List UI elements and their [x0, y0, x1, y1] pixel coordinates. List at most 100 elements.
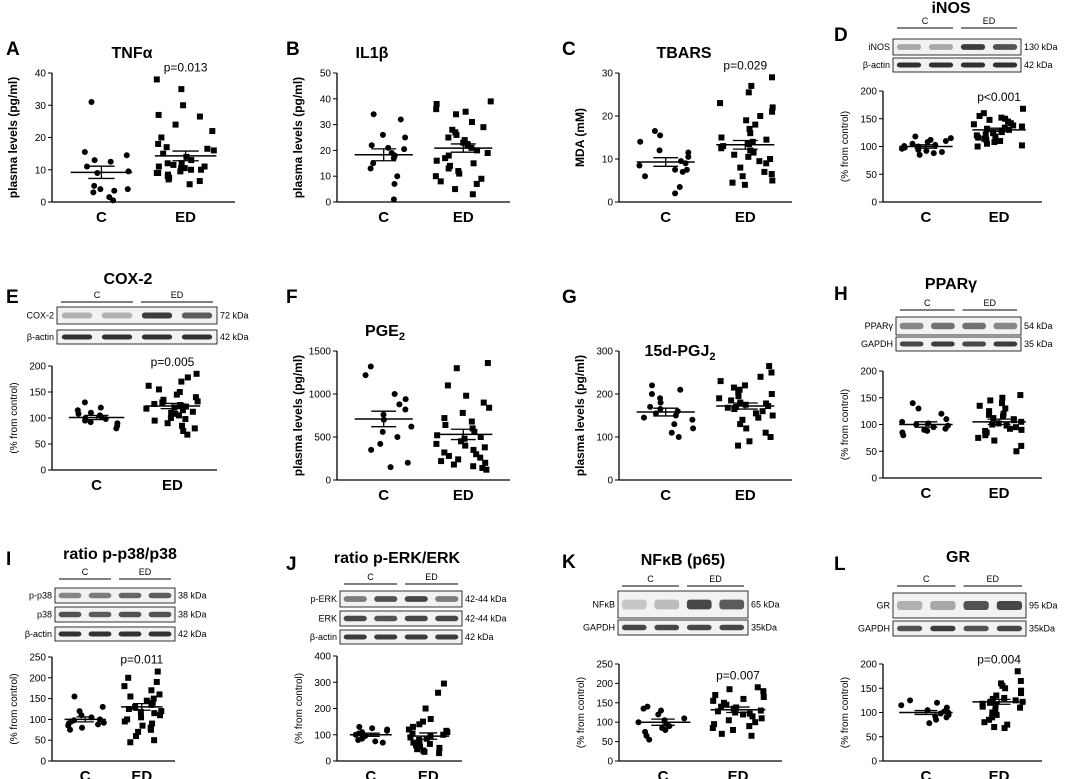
y-tick-label: 500 — [314, 433, 331, 444]
data-point — [990, 415, 997, 422]
data-point — [95, 721, 102, 728]
blot-band — [404, 615, 428, 622]
data-point — [646, 736, 653, 743]
data-point — [153, 76, 160, 83]
x-category-label: ED — [735, 209, 756, 226]
data-point — [405, 726, 412, 733]
data-point — [769, 104, 776, 111]
panel-title: ratio p-ERK/ERK — [334, 550, 461, 567]
data-point — [970, 121, 977, 128]
blot-band — [686, 624, 712, 631]
data-point — [110, 197, 117, 204]
x-category-label: C — [365, 768, 376, 779]
panel-title: 15d-PGJ2 — [644, 343, 715, 363]
y-tick-label: 100 — [29, 414, 46, 425]
data-point — [763, 136, 770, 143]
y-tick-label: 0 — [871, 757, 877, 768]
data-point — [991, 139, 998, 146]
data-point — [769, 412, 776, 419]
p-value-label: p=0.005 — [151, 355, 195, 369]
data-point — [416, 721, 423, 728]
y-tick-label: 0 — [325, 757, 331, 768]
data-point — [743, 425, 750, 432]
y-tick-label: 100 — [596, 718, 613, 729]
data-point — [942, 425, 949, 432]
x-category-label: ED — [453, 487, 474, 504]
data-point — [421, 748, 428, 755]
blot-band — [896, 44, 922, 50]
blot-group-label: C — [82, 567, 89, 577]
x-category-label: C — [660, 487, 671, 504]
data-point — [362, 372, 369, 379]
p-value-label: p=0.004 — [977, 652, 1021, 666]
data-point — [712, 692, 719, 699]
data-point — [445, 152, 452, 159]
data-point — [740, 695, 747, 702]
blot-strip — [54, 626, 176, 642]
data-point — [473, 451, 480, 458]
data-point — [210, 147, 217, 154]
data-point — [79, 724, 86, 731]
data-point — [125, 168, 132, 175]
data-point — [934, 699, 941, 706]
data-point — [768, 171, 775, 178]
x-category-label: ED — [418, 768, 439, 779]
data-point — [752, 410, 759, 417]
data-point — [685, 149, 692, 156]
data-point — [181, 165, 188, 172]
blot-band — [960, 44, 986, 50]
data-point — [676, 183, 683, 190]
y-axis-label: plasma levels (pg/ml) — [573, 355, 587, 476]
blot-band — [654, 599, 680, 610]
data-point — [402, 406, 409, 413]
data-point — [461, 435, 468, 442]
blot-strip — [892, 620, 1027, 637]
blot-band — [343, 634, 367, 640]
data-point — [991, 724, 998, 731]
blot-kda-label: 42 kDa — [1024, 60, 1053, 70]
data-point — [647, 403, 654, 410]
y-tick-label: 50 — [866, 732, 878, 743]
y-tick-label: 200 — [860, 87, 877, 98]
data-point — [394, 173, 401, 180]
data-point — [718, 703, 725, 710]
blot-band — [343, 596, 367, 602]
data-point — [481, 444, 488, 451]
data-point — [1014, 668, 1021, 675]
data-point — [377, 440, 384, 447]
panel-k: K NFκB (p65) C ED NFκB 65 kDa GAPDH 35kDa 0 50 100… — [562, 552, 782, 779]
data-point — [986, 116, 993, 123]
data-point — [900, 432, 907, 439]
x-category-label: ED — [735, 487, 756, 504]
blot-row-label: iNOS — [868, 42, 890, 52]
data-point — [437, 178, 444, 185]
blot-band — [960, 62, 986, 68]
data-point — [487, 98, 494, 105]
blot-band — [88, 611, 112, 618]
data-point — [426, 740, 433, 747]
data-point — [649, 382, 656, 389]
data-point — [1017, 392, 1024, 399]
data-point — [71, 693, 78, 700]
x-category-label: C — [378, 209, 389, 226]
data-point — [999, 413, 1006, 420]
data-point — [445, 165, 452, 172]
data-point — [690, 425, 697, 432]
data-point — [414, 746, 421, 753]
data-point — [97, 186, 104, 193]
data-point — [473, 180, 480, 187]
data-point — [986, 716, 993, 723]
p-value-label: p=0.011 — [120, 653, 163, 667]
blot-group-label: ED — [139, 567, 152, 577]
data-point — [394, 434, 401, 440]
data-point — [989, 709, 996, 716]
data-point — [924, 139, 931, 146]
data-point — [640, 705, 647, 712]
panel-title: TBARS — [656, 45, 711, 62]
data-point — [148, 687, 155, 694]
data-point — [767, 156, 774, 162]
blot-band — [992, 44, 1018, 50]
data-point — [396, 401, 403, 408]
x-category-label: C — [921, 768, 932, 779]
